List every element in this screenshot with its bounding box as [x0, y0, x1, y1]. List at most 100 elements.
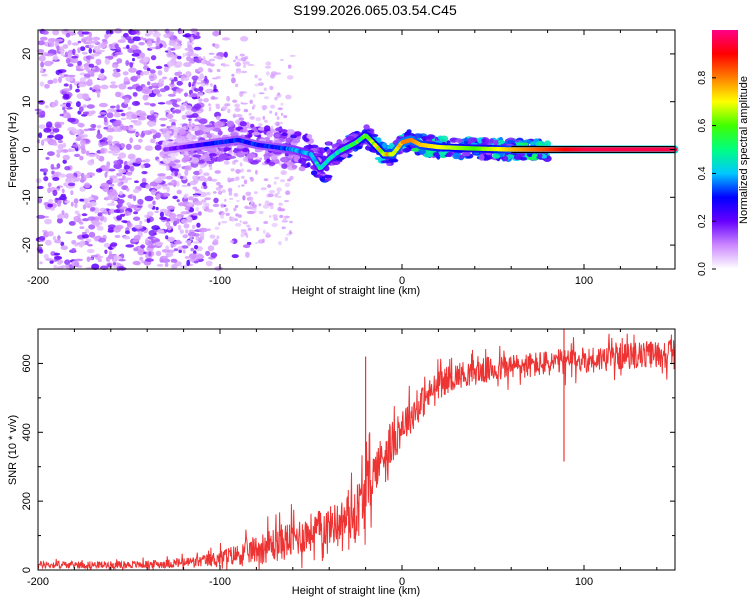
noise-blob: [62, 44, 69, 49]
noise-blob: [138, 112, 147, 118]
bottom-x-axis-label: Height of straight line (km): [292, 585, 420, 597]
noise-blob: [285, 94, 292, 100]
noise-blob: [118, 259, 126, 262]
noise-blob: [87, 243, 93, 247]
noise-blob: [110, 195, 119, 201]
noise-blob: [157, 158, 161, 163]
noise-blob: [114, 146, 121, 154]
noise-blob: [167, 182, 174, 186]
noise-blob: [132, 260, 141, 266]
noise-blob: [118, 152, 127, 159]
noise-blob: [126, 44, 130, 49]
spectral-blob: [481, 138, 486, 143]
noise-blob: [142, 71, 150, 75]
noise-blob: [96, 124, 102, 129]
noise-blob: [191, 85, 195, 90]
noise-blob: [183, 223, 190, 229]
noise-blob: [56, 153, 61, 158]
noise-blob: [59, 173, 66, 178]
noise-blob: [107, 33, 112, 38]
spectral-blob: [363, 124, 370, 130]
noise-blob: [71, 55, 78, 59]
noise-blob: [195, 258, 199, 262]
colorbar-tick-label: 0.8: [697, 70, 708, 84]
noise-blob: [134, 101, 140, 106]
noise-blob: [102, 137, 108, 142]
noise-blob: [40, 61, 44, 68]
noise-blob: [83, 182, 91, 189]
noise-blob: [43, 176, 49, 182]
noise-blob: [131, 44, 138, 51]
noise-blob: [62, 93, 70, 99]
spectral-blob: [294, 131, 302, 137]
noise-blob: [289, 54, 296, 57]
noise-blob: [103, 243, 111, 248]
noise-blob: [172, 195, 178, 200]
noise-blob: [188, 253, 197, 260]
noise-blob: [233, 159, 239, 163]
noise-blob: [204, 163, 208, 166]
noise-blob: [178, 71, 183, 75]
noise-blob: [65, 57, 71, 64]
noise-blob: [247, 64, 255, 66]
noise-blob: [38, 236, 46, 241]
noise-blob: [117, 39, 126, 43]
spectral-blob: [306, 134, 313, 139]
noise-blob: [51, 102, 56, 108]
noise-blob: [114, 28, 123, 34]
noise-blob: [199, 118, 208, 125]
spectral-blob: [286, 129, 295, 134]
noise-blob: [59, 195, 67, 201]
noise-blob: [229, 197, 234, 200]
noise-blob: [81, 231, 87, 235]
noise-blob: [61, 188, 65, 194]
noise-blob: [220, 203, 225, 208]
noise-blob: [155, 250, 162, 257]
noise-blob: [236, 199, 240, 203]
noise-blob: [170, 242, 174, 249]
noise-blob: [181, 114, 187, 120]
y-tick-label: -10: [21, 189, 33, 205]
noise-blob: [87, 78, 93, 84]
noise-blob: [117, 182, 123, 187]
x-tick-label: 0: [399, 576, 405, 588]
noise-blob: [40, 139, 45, 146]
noise-blob: [107, 135, 113, 141]
noise-blob: [197, 92, 204, 97]
noise-blob: [188, 81, 192, 88]
x-tick-label: 0: [399, 275, 405, 287]
spectral-blob: [325, 141, 332, 146]
noise-blob: [87, 70, 96, 74]
noise-blob: [208, 103, 212, 107]
noise-blob: [186, 211, 191, 214]
noise-blob: [234, 107, 241, 112]
noise-blob: [83, 174, 91, 179]
noise-blob: [183, 62, 192, 68]
spectral-blob: [230, 132, 239, 137]
noise-blob: [42, 168, 49, 173]
noise-blob: [43, 138, 50, 142]
noise-blob: [87, 248, 95, 254]
noise-blob: [202, 181, 207, 187]
noise-blob: [105, 168, 109, 174]
spectral-blob: [317, 147, 326, 154]
noise-blob: [141, 86, 150, 93]
spectral-blob: [309, 139, 314, 144]
noise-blob: [81, 233, 90, 239]
noise-blob: [202, 172, 210, 177]
noise-blob: [280, 112, 284, 116]
noise-blob: [57, 139, 63, 144]
noise-blob: [194, 88, 200, 92]
noise-blob: [38, 124, 46, 129]
noise-blob: [62, 106, 66, 111]
noise-blob: [204, 197, 211, 201]
spectral-blob: [227, 155, 237, 159]
noise-blob: [38, 248, 44, 254]
noise-blob: [152, 200, 156, 206]
spectral-blob: [248, 132, 253, 138]
noise-blob: [150, 189, 157, 196]
noise-blob: [280, 58, 284, 61]
noise-blob: [237, 214, 242, 218]
noise-blob: [111, 200, 115, 204]
noise-blob: [286, 75, 294, 80]
